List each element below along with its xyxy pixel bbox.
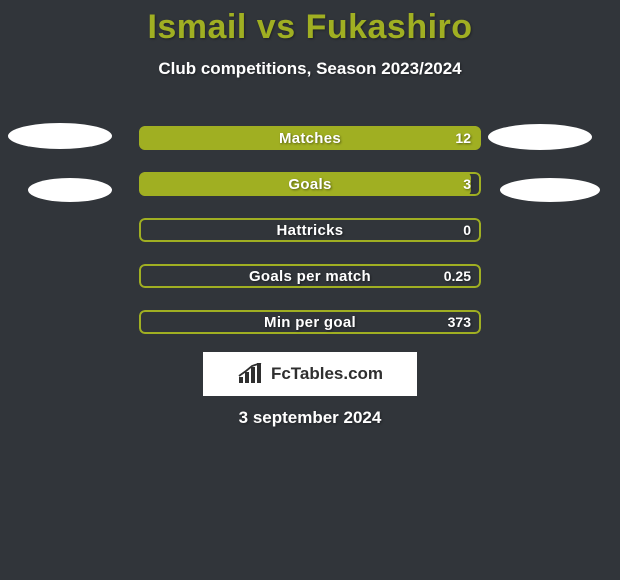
brand-label: FcTables.com xyxy=(271,364,383,384)
stat-value: 373 xyxy=(448,310,471,334)
stat-label: Min per goal xyxy=(139,310,481,334)
brand-box: FcTables.com xyxy=(203,352,417,396)
oval-shape xyxy=(500,178,600,202)
oval-shape xyxy=(488,124,592,150)
stat-row: Goals3 xyxy=(139,172,481,196)
subtitle: Club competitions, Season 2023/2024 xyxy=(0,59,620,79)
stat-value: 3 xyxy=(463,172,471,196)
stat-row: Goals per match0.25 xyxy=(139,264,481,288)
stat-value: 0 xyxy=(463,218,471,242)
bars-icon xyxy=(237,363,265,385)
title-player-1: Ismail xyxy=(147,8,246,46)
date-text: 3 september 2024 xyxy=(0,408,620,428)
page-root: Ismail vs Fukashiro Club competitions, S… xyxy=(0,0,620,580)
stat-value: 0.25 xyxy=(444,264,471,288)
page-title: Ismail vs Fukashiro xyxy=(0,0,620,47)
stat-label: Goals xyxy=(139,172,481,196)
stat-label: Goals per match xyxy=(139,264,481,288)
stat-value: 12 xyxy=(455,126,471,150)
stat-label: Matches xyxy=(139,126,481,150)
stat-rows: Matches12 Goals3 Hattricks0 Goals per match… xyxy=(139,126,481,356)
stat-row: Matches12 xyxy=(139,126,481,150)
oval-shape xyxy=(28,178,112,202)
oval-shape xyxy=(8,123,112,149)
stat-label: Hattricks xyxy=(139,218,481,242)
title-vs: vs xyxy=(257,8,296,46)
stat-row: Hattricks0 xyxy=(139,218,481,242)
stat-row: Min per goal373 xyxy=(139,310,481,334)
title-player-2: Fukashiro xyxy=(306,8,473,46)
